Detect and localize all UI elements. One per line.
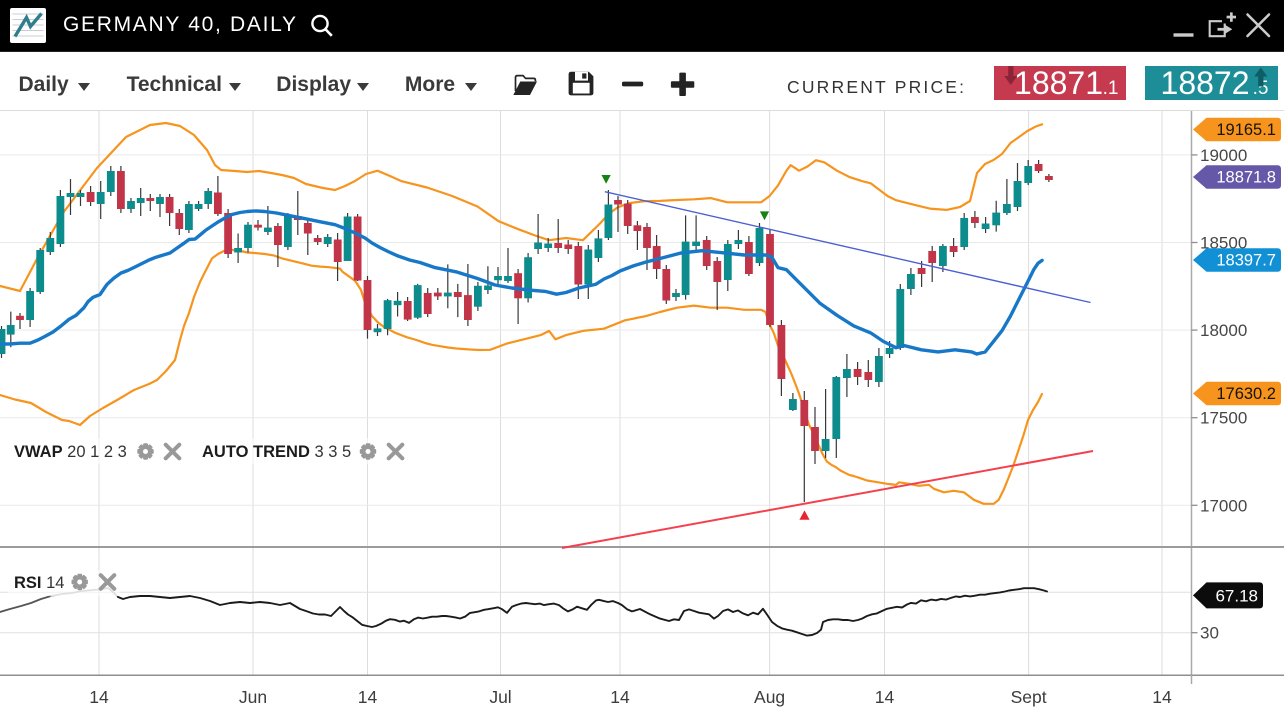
svg-text:17000: 17000 [1200, 496, 1247, 515]
svg-text:18871.8: 18871.8 [1216, 169, 1276, 187]
svg-text:14: 14 [358, 687, 378, 707]
svg-text:Aug: Aug [754, 687, 785, 707]
svg-text:Sept: Sept [1011, 687, 1047, 707]
svg-text:14: 14 [1152, 687, 1172, 707]
svg-text:18397.7: 18397.7 [1216, 252, 1276, 270]
svg-text:14: 14 [875, 687, 895, 707]
svg-text:14: 14 [89, 687, 109, 707]
svg-text:AUTO TREND 3 3 5: AUTO TREND 3 3 5 [202, 443, 351, 461]
svg-text:VWAP 20 1 2 3: VWAP 20 1 2 3 [14, 443, 127, 461]
svg-text:Jun: Jun [239, 687, 267, 707]
svg-text:14: 14 [610, 687, 630, 707]
svg-text:67.18: 67.18 [1215, 586, 1258, 605]
svg-text:18500: 18500 [1200, 234, 1247, 253]
svg-text:17630.2: 17630.2 [1216, 385, 1276, 403]
svg-text:19165.1: 19165.1 [1216, 121, 1276, 139]
svg-text:RSI 14: RSI 14 [14, 574, 64, 592]
svg-text:18000: 18000 [1200, 321, 1247, 340]
svg-text:Jul: Jul [489, 687, 511, 707]
svg-text:30: 30 [1200, 624, 1219, 643]
svg-text:17500: 17500 [1200, 409, 1247, 428]
svg-text:19000: 19000 [1200, 146, 1247, 165]
